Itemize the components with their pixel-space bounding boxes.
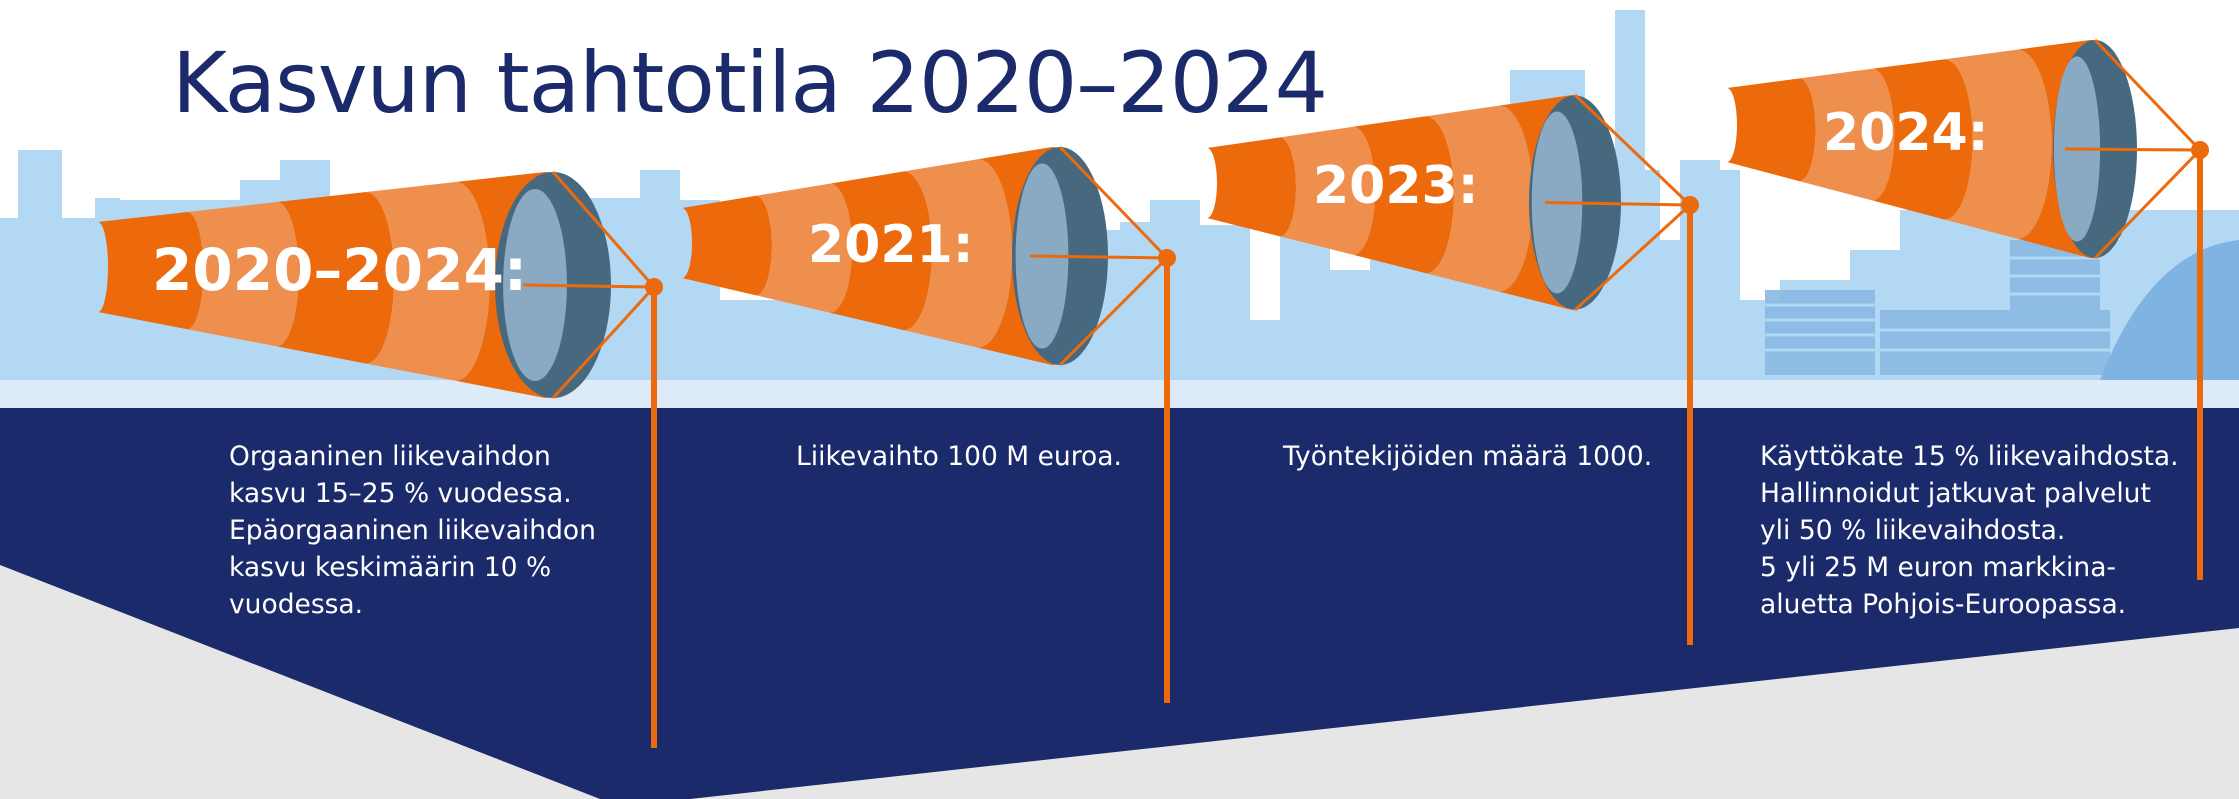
city-skyline: [0, 10, 2239, 400]
description-line: yli 50 % liikevaihdosta.: [1760, 515, 2066, 546]
windsock-rope: [551, 285, 656, 400]
dome-building: [2100, 240, 2239, 380]
windsock-rope: [1058, 145, 1169, 260]
windsock-rope: [2064, 147, 2201, 152]
description-line: kasvu keskimäärin 10 %: [229, 552, 552, 583]
description-line: aluetta Pohjois-Euroopassa.: [1760, 589, 2127, 620]
windsock-4: 2024:: [1727, 38, 2209, 580]
windsock-stripe: [1207, 137, 1296, 237]
windsock-label: 2024:: [1823, 103, 1989, 163]
windsock-label: 2023:: [1313, 156, 1479, 216]
horizon-strip: [0, 380, 2239, 408]
windsock-joint: [2191, 141, 2209, 159]
page-title: Kasvun tahtotila 2020–2024: [172, 34, 1328, 132]
windsock-stripe: [830, 171, 933, 331]
description-line: Epäorgaaninen liikevaihdon: [229, 515, 596, 546]
windsock-rope: [522, 283, 655, 289]
windsock-label: 2020–2024:: [152, 236, 527, 304]
windsock-rope: [1573, 203, 1692, 312]
windsock-stripe: [1727, 78, 1816, 182]
windsock-stripe: [1799, 68, 1895, 201]
milestone-description: Työntekijöiden määrä 1000.: [1283, 438, 1652, 475]
windsock-rope: [2093, 38, 2202, 152]
windsock-label: 2021:: [808, 215, 974, 275]
windsock-stripe: [1944, 49, 2052, 239]
description-line: Liikevaihto 100 M euroa.: [796, 441, 1122, 472]
windsock-rope: [1029, 254, 1168, 260]
milestone-description: Käyttökate 15 % liikevaihdosta. Hallinnoi…: [1760, 438, 2179, 623]
windsock-joint: [1158, 249, 1176, 267]
windsock-rope: [1573, 93, 1692, 207]
windsock-stripe: [904, 159, 1012, 348]
windsock-joint: [645, 278, 663, 296]
description-line: Työntekijöiden määrä 1000.: [1283, 441, 1653, 472]
windsock-stripe: [187, 202, 299, 347]
windsock-rope: [2093, 148, 2202, 260]
windsock-stripe: [682, 195, 772, 296]
windsock-stripe: [1353, 116, 1454, 274]
description-line: Käyttökate 15 % liikevaihdosta.: [1760, 441, 2179, 472]
description-line: vuodessa.: [229, 589, 364, 620]
windsock-1: 2020–2024:: [98, 171, 663, 748]
windsock-stripe: [756, 183, 852, 313]
description-line: Hallinnoidut jatkuvat palvelut: [1760, 478, 2151, 509]
windsock-stripe: [1872, 59, 1973, 220]
windsock-stripe: [1280, 126, 1375, 255]
description-line: 5 yli 25 M euron markkina-: [1760, 552, 2116, 583]
windsock-stripe: [98, 212, 204, 330]
windsock-rope: [551, 171, 656, 288]
windsock-stripe: [1426, 105, 1533, 292]
windsock-stripe: [366, 182, 490, 381]
windsock-stripe: [276, 192, 395, 364]
navy-band: [0, 408, 2239, 799]
description-line: kasvu 15–25 % vuodessa.: [229, 478, 572, 509]
milestone-description: Liikevaihto 100 M euroa.: [796, 438, 1122, 475]
windsock-rope: [1544, 201, 1691, 207]
windsock-2: 2021:: [682, 145, 1176, 703]
windsock-joint: [1681, 196, 1699, 214]
windsock-rope: [1058, 256, 1169, 367]
milestone-description: Orgaaninen liikevaihdon kasvu 15–25 % vuo…: [229, 438, 596, 623]
description-line: Orgaaninen liikevaihdon: [229, 441, 551, 472]
windsock-3: 2023:: [1207, 93, 1699, 645]
building-window-grid: [1765, 256, 2110, 352]
